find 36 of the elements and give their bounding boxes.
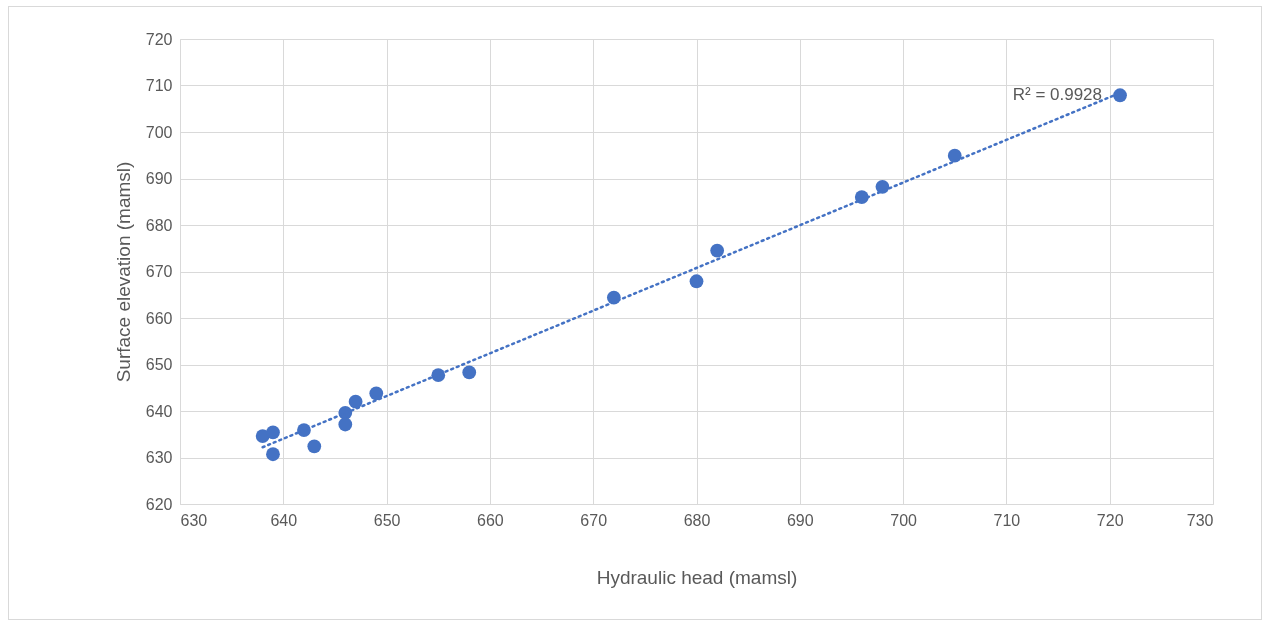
y-tick-label: 670 [145,263,173,280]
y-tick-label: 630 [145,449,173,466]
y-tick-label: 680 [145,216,173,234]
y-tick-label: 620 [145,495,173,513]
y-tick-label: 650 [145,356,173,373]
point [266,425,280,440]
y-tick-label: 690 [145,170,173,187]
point [947,148,962,163]
point [307,439,322,454]
x-tick-label: 720 [1096,511,1124,529]
y-axis-title: Surface elevation (mamsl) [112,161,134,383]
point [710,243,725,258]
point [266,447,280,462]
x-tick-label: 680 [683,511,711,529]
point [348,394,363,409]
point [462,365,477,380]
x-axis-title: Hydraulic head (mamsl) [596,566,798,588]
y-tick-label: 660 [145,309,173,327]
point [369,386,384,401]
y-tick-label: 700 [145,123,173,141]
x-tick-label: 640 [270,511,298,529]
point [338,417,353,432]
x-tick-label: 650 [373,511,401,529]
x-tick-label: 670 [580,511,608,529]
point [1113,88,1127,103]
x-tick-label: 690 [786,511,814,529]
x-tick-label: 630 [180,511,208,529]
point [689,274,704,289]
y-tick-label: 720 [145,30,173,48]
x-tick-label: 730 [1186,511,1214,529]
y-tick-label: 640 [145,402,173,420]
x-tick-label: 700 [890,511,918,529]
y-tick-label: 710 [145,77,173,94]
x-tick-label: 660 [477,511,504,529]
annotation: R² = 0.9928 [1012,84,1103,104]
x-tick-label: 710 [993,511,1021,529]
